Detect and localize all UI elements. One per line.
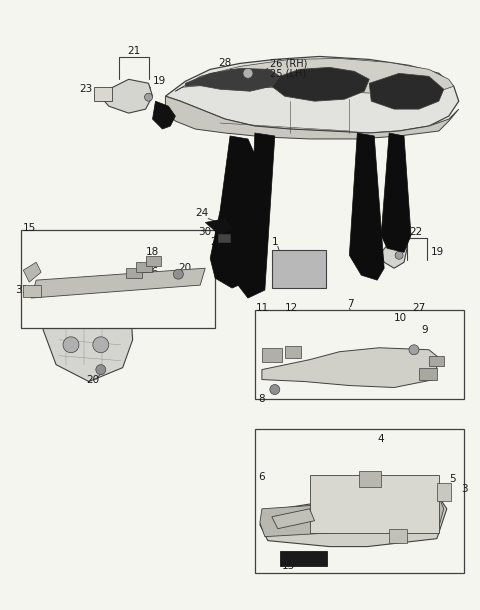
Polygon shape — [260, 497, 444, 537]
Text: 30: 30 — [198, 228, 211, 237]
Text: 6: 6 — [258, 472, 264, 482]
Text: 28: 28 — [218, 59, 231, 68]
Circle shape — [144, 93, 153, 101]
Bar — [285, 346, 300, 357]
Text: 24: 24 — [195, 207, 208, 218]
Circle shape — [93, 337, 109, 353]
Bar — [419, 368, 437, 379]
Polygon shape — [205, 218, 232, 235]
Circle shape — [243, 68, 253, 78]
Text: 26 (RH): 26 (RH) — [270, 59, 307, 68]
Text: 14: 14 — [397, 532, 410, 542]
Bar — [23, 285, 41, 297]
Text: 21: 21 — [128, 46, 141, 57]
Bar — [389, 529, 407, 543]
Polygon shape — [175, 59, 454, 93]
Text: 23: 23 — [79, 84, 92, 95]
Circle shape — [80, 314, 92, 326]
Text: 19: 19 — [431, 247, 444, 257]
Text: 3: 3 — [461, 484, 468, 494]
Bar — [360, 471, 381, 487]
Polygon shape — [23, 262, 41, 282]
Text: 11: 11 — [256, 303, 269, 313]
Polygon shape — [31, 268, 205, 298]
Polygon shape — [262, 348, 439, 387]
Polygon shape — [103, 79, 153, 113]
Text: 15: 15 — [23, 223, 36, 234]
Bar — [94, 87, 112, 101]
Text: 4: 4 — [377, 434, 384, 444]
Polygon shape — [153, 101, 175, 129]
Bar — [280, 551, 327, 567]
Polygon shape — [166, 57, 459, 133]
Polygon shape — [381, 239, 407, 268]
Polygon shape — [185, 68, 280, 92]
Text: 5: 5 — [449, 474, 456, 484]
Circle shape — [173, 269, 183, 279]
Circle shape — [96, 365, 106, 375]
Polygon shape — [260, 493, 447, 547]
Polygon shape — [349, 133, 384, 280]
Polygon shape — [210, 136, 260, 288]
Circle shape — [409, 345, 419, 354]
Text: 29: 29 — [210, 237, 223, 248]
Polygon shape — [272, 509, 314, 529]
Polygon shape — [166, 96, 459, 139]
Text: 19: 19 — [153, 76, 166, 86]
Text: 16: 16 — [145, 267, 159, 277]
Polygon shape — [272, 67, 369, 101]
Polygon shape — [381, 133, 411, 253]
Text: 27: 27 — [412, 303, 425, 313]
Bar — [310, 475, 439, 533]
Text: 20: 20 — [179, 263, 192, 273]
Bar — [429, 356, 444, 365]
Bar — [218, 234, 230, 242]
Text: 31: 31 — [15, 285, 28, 295]
Polygon shape — [238, 133, 275, 298]
Text: 10: 10 — [394, 313, 407, 323]
Bar — [126, 268, 142, 278]
Circle shape — [270, 384, 280, 395]
Text: 22: 22 — [409, 228, 422, 237]
Bar — [21, 231, 215, 328]
Text: 7: 7 — [348, 299, 354, 309]
Text: 12: 12 — [285, 303, 298, 313]
Bar — [255, 310, 464, 400]
Bar — [437, 483, 451, 501]
Bar — [145, 256, 161, 266]
Text: 13: 13 — [282, 561, 295, 572]
Text: 18: 18 — [145, 247, 159, 257]
Text: 1: 1 — [272, 237, 278, 248]
Text: 25 (LH): 25 (LH) — [270, 68, 306, 78]
Text: 8: 8 — [258, 395, 264, 404]
Circle shape — [395, 251, 403, 259]
Text: 17: 17 — [145, 257, 159, 267]
Bar — [262, 348, 282, 362]
Text: 2: 2 — [46, 287, 53, 297]
Polygon shape — [43, 292, 132, 381]
Text: 20: 20 — [86, 375, 99, 384]
Polygon shape — [369, 73, 444, 109]
Text: 9: 9 — [421, 325, 428, 335]
Bar — [255, 429, 464, 573]
Bar — [136, 262, 152, 272]
Circle shape — [63, 337, 79, 353]
Bar — [272, 250, 326, 288]
